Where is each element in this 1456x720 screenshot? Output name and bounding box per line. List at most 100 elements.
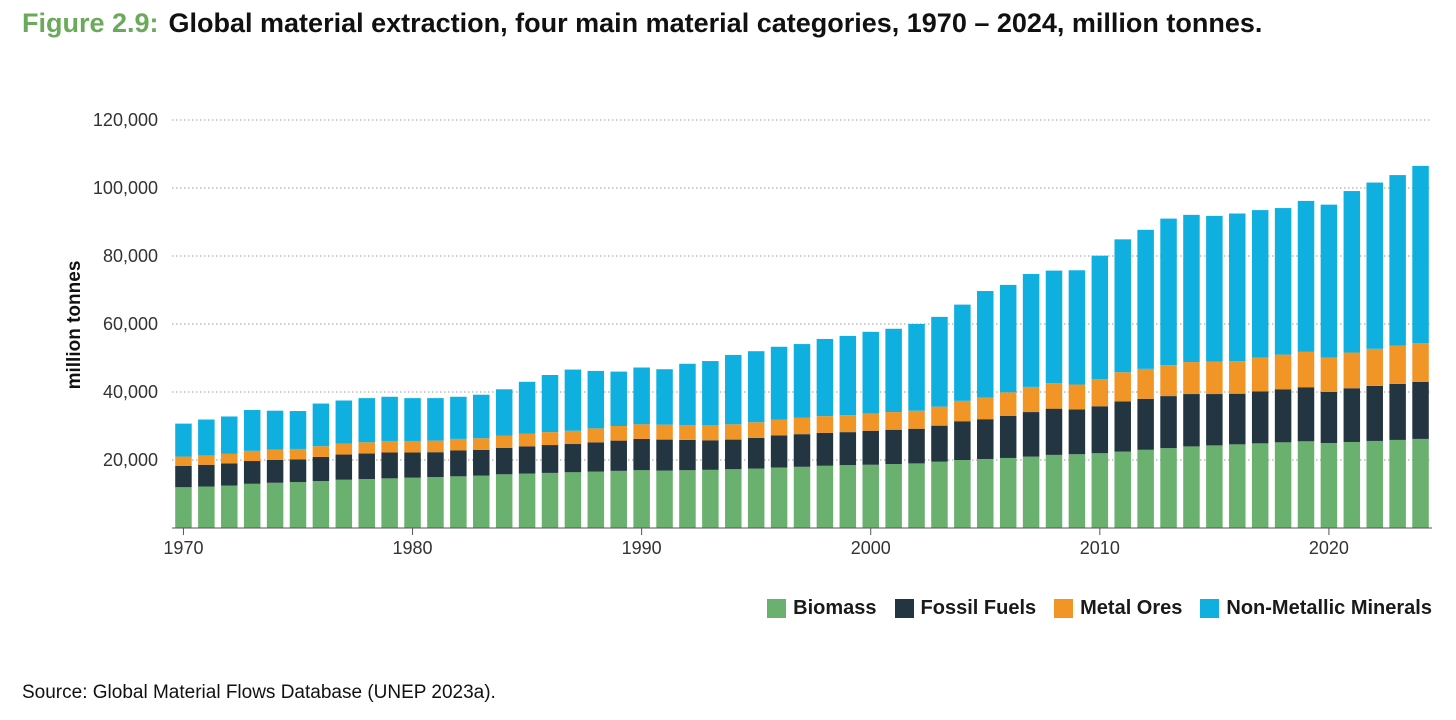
bar-biomass (770, 467, 788, 528)
bar-metal-ores (266, 449, 284, 460)
bar-fossil-fuels (954, 421, 971, 460)
bar-fossil-fuels (1412, 381, 1429, 439)
bar-non-metallic-minerals (381, 396, 398, 441)
bar-biomass (289, 482, 307, 528)
bar-fossil-fuels (702, 440, 719, 470)
bar-fossil-fuels (1137, 398, 1154, 450)
bar-metal-ores (1091, 379, 1109, 407)
bar-biomass (335, 479, 353, 528)
bar-biomass (793, 466, 811, 528)
bar-fossil-fuels (1366, 385, 1383, 441)
bar-metal-ores (381, 440, 398, 453)
bar-non-metallic-minerals (427, 398, 444, 441)
bar-fossil-fuels (587, 442, 605, 472)
bar-non-metallic-minerals (702, 361, 719, 426)
bar-metal-ores (862, 413, 879, 431)
bar-non-metallic-minerals (541, 375, 559, 433)
bar-metal-ores (1389, 345, 1406, 384)
y-tick-label: 80,000 (103, 246, 158, 266)
bar-biomass (610, 470, 627, 528)
bar-fossil-fuels (862, 430, 879, 465)
bar-non-metallic-minerals (793, 344, 811, 418)
bar-biomass (1091, 453, 1109, 528)
figure-title: Figure 2.9: Global material extraction, f… (22, 8, 1262, 39)
bar-non-metallic-minerals (1137, 229, 1154, 369)
y-axis-ticks: 20,000 40,000 60,000 80,000 100,000 120,000 (93, 110, 158, 470)
bar-metal-ores (175, 456, 192, 466)
bar-metal-ores (679, 424, 696, 440)
bar-fossil-fuels (495, 447, 513, 475)
bar-biomass (954, 460, 971, 528)
bar-fossil-fuels (1022, 412, 1040, 457)
bar-fossil-fuels (770, 435, 788, 468)
bar-biomass (862, 464, 879, 528)
bar-non-metallic-minerals (1320, 204, 1338, 358)
bar-non-metallic-minerals (1251, 210, 1269, 358)
bar-metal-ores (404, 440, 421, 453)
bar-non-metallic-minerals (633, 367, 650, 425)
bar-non-metallic-minerals (266, 410, 284, 450)
bar-biomass (1045, 454, 1063, 528)
bar-non-metallic-minerals (473, 394, 490, 439)
bar-metal-ores (954, 400, 971, 422)
bars (175, 165, 1429, 528)
bar-fossil-fuels (816, 432, 834, 466)
bar-metal-ores (610, 426, 627, 441)
bar-biomass (1274, 442, 1292, 528)
bar-fossil-fuels (1068, 409, 1086, 455)
bar-biomass (587, 471, 605, 528)
bar-biomass (175, 487, 192, 528)
bar-biomass (977, 458, 994, 528)
bar-biomass (1160, 448, 1177, 528)
x-tick-label: 2020 (1309, 538, 1349, 558)
source-note: Source: Global Material Flows Database (… (22, 682, 496, 703)
bar-metal-ores (518, 433, 536, 447)
bar-non-metallic-minerals (1274, 208, 1292, 355)
bar-biomass (747, 468, 765, 528)
bar-non-metallic-minerals (954, 304, 971, 401)
bar-metal-ores (1114, 372, 1131, 402)
legend-swatch (1200, 599, 1220, 618)
bar-fossil-fuels (610, 440, 627, 471)
bar-biomass (633, 470, 650, 528)
bar-fossil-fuels (289, 459, 307, 483)
bar-non-metallic-minerals (1366, 182, 1383, 349)
bar-metal-ores (1320, 357, 1338, 392)
bar-metal-ores (1068, 384, 1086, 410)
bar-fossil-fuels (243, 461, 261, 484)
bar-fossil-fuels (312, 456, 330, 482)
bar-non-metallic-minerals (1229, 213, 1246, 362)
bar-metal-ores (1274, 354, 1292, 390)
bar-non-metallic-minerals (1297, 200, 1315, 352)
bar-fossil-fuels (564, 444, 582, 473)
bar-biomass (541, 472, 559, 528)
bar-metal-ores (243, 450, 261, 462)
bar-biomass (702, 469, 719, 528)
y-tick-label: 40,000 (103, 382, 158, 402)
bar-fossil-fuels (404, 452, 421, 478)
x-tick-label: 1990 (622, 538, 662, 558)
x-axis-ticks: 1970 1980 1990 2000 2010 2020 (163, 528, 1349, 558)
bar-metal-ores (747, 422, 765, 438)
bar-non-metallic-minerals (656, 369, 673, 425)
bar-non-metallic-minerals (221, 416, 238, 454)
bar-biomass (198, 486, 215, 528)
bar-non-metallic-minerals (495, 389, 513, 436)
bar-fossil-fuels (908, 428, 925, 464)
bar-biomass (518, 473, 536, 528)
bar-metal-ores (999, 392, 1017, 416)
bar-metal-ores (1022, 386, 1040, 413)
bar-biomass (1389, 439, 1406, 528)
bar-metal-ores (725, 424, 742, 440)
bar-metal-ores (1137, 368, 1154, 399)
bar-biomass (679, 470, 696, 528)
bar-non-metallic-minerals (931, 316, 948, 407)
bar-fossil-fuels (931, 425, 948, 462)
bar-fossil-fuels (175, 465, 192, 488)
bar-biomass (725, 469, 742, 528)
bar-fossil-fuels (198, 464, 215, 487)
bar-biomass (266, 482, 284, 528)
bar-non-metallic-minerals (839, 335, 857, 416)
bar-metal-ores (495, 435, 513, 448)
bar-fossil-fuels (725, 439, 742, 470)
